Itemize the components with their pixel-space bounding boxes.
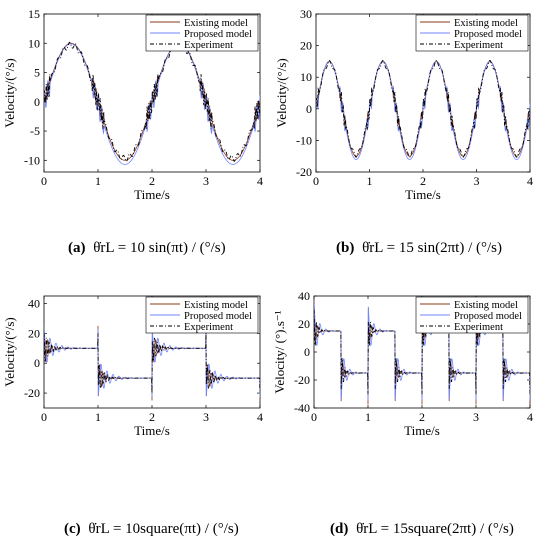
y-tick-label: -10 <box>24 153 40 167</box>
x-tick-label: 0 <box>41 410 47 424</box>
caption-b: (b) θ̇rL = 15 sin(2πt) / (°/s) <box>336 240 502 257</box>
legend-label: Existing model <box>454 300 518 311</box>
x-axis-label: Time/s <box>134 423 170 438</box>
y-tick-label: 20 <box>298 317 310 331</box>
caption-c-tag: (c) <box>64 521 81 537</box>
y-tick-label: -20 <box>24 386 40 400</box>
y-tick-label: -20 <box>296 165 312 179</box>
caption-d-text: θ̇rL = 15square(2πt) / (°/s) <box>356 521 514 537</box>
chart-a: 0 1 2 3 4 -10 -5 0 5 10 15 Time/s Velocity/(°/s) Exis… <box>2 7 263 202</box>
x-tick-label: 4 <box>527 174 533 188</box>
y-tick-label: 5 <box>34 66 40 80</box>
y-axis-label: Velocity/(°/s) <box>2 317 17 386</box>
y-axis-label: Velocity/(°/s) <box>2 58 17 127</box>
legend-label: Experiment <box>184 322 233 333</box>
x-tick-label: 3 <box>203 174 209 188</box>
y-tick-label: 10 <box>28 36 40 50</box>
y-tick-label: 30 <box>300 7 312 21</box>
y-tick-label: -20 <box>294 373 310 387</box>
x-axis-label: Time/s <box>404 423 440 438</box>
caption-a: (a) θ̇rL = 10 sin(πt) / (°/s) <box>68 240 226 257</box>
series-line-experiment <box>44 333 260 394</box>
chart-c: 0 1 2 3 4-2002040Time/sVelocity/(°/s)Existin… <box>2 295 263 438</box>
x-tick-label: 3 <box>474 174 480 188</box>
y-axis-label: Velocity/(°/s) <box>274 58 289 127</box>
legend-label: Existing model <box>454 18 518 29</box>
y-tick-label: -40 <box>294 401 310 415</box>
y-tick-label: 15 <box>28 7 40 21</box>
y-tick-label: 0 <box>304 345 310 359</box>
y-tick-label: 10 <box>300 70 312 84</box>
x-tick-label: 2 <box>419 410 425 424</box>
x-tick-label: 1 <box>95 174 101 188</box>
x-tick-label: 2 <box>149 410 155 424</box>
caption-a-tag: (a) <box>68 240 86 256</box>
y-tick-label: -5 <box>30 124 40 138</box>
x-tick-label: 0 <box>313 174 319 188</box>
x-tick-label: 4 <box>257 174 263 188</box>
caption-c: (c) θ̇rL = 10square(πt) / (°/s) <box>64 521 239 538</box>
x-tick-label: 3 <box>473 410 479 424</box>
y-tick-label: 20 <box>28 326 40 340</box>
x-tick-label: 4 <box>527 410 533 424</box>
y-tick-label: 0 <box>34 356 40 370</box>
chart-d: 0 1 2 3 4 -40 -20 0 20 40 Time/s Velocity/ (°).s⁻¹ E… <box>272 289 533 438</box>
caption-d: (d) θ̇rL = 15square(2πt) / (°/s) <box>330 521 514 538</box>
series-line-experiment <box>44 41 260 162</box>
x-tick-label: 0 <box>311 410 317 424</box>
y-tick-label: 40 <box>28 296 40 310</box>
y-tick-label: 40 <box>298 289 310 303</box>
caption-a-text: θ̇rL = 10 sin(πt) / (°/s) <box>93 240 226 256</box>
y-tick-label: 0 <box>306 102 312 116</box>
x-tick-label: 1 <box>367 174 373 188</box>
x-tick-label: 4 <box>257 410 263 424</box>
legend-label: Existing model <box>184 18 248 29</box>
legend-label: Experiment <box>454 40 503 51</box>
legend-label: Experiment <box>184 40 233 51</box>
caption-d-tag: (d) <box>330 521 349 537</box>
chart-b: 0 1 2 3 4 -20 -10 0 10 20 30 Time/s Velocity/(°/s) Ex… <box>274 7 533 202</box>
legend-label: Proposed model <box>454 311 522 322</box>
y-tick-label: 20 <box>300 39 312 53</box>
x-tick-label: 2 <box>149 174 155 188</box>
caption-c-text: θ̇rL = 10square(πt) / (°/s) <box>88 521 239 537</box>
caption-b-tag: (b) <box>336 240 355 256</box>
caption-b-text: θ̇rL = 15 sin(2πt) / (°/s) <box>362 240 502 256</box>
x-tick-label: 1 <box>95 410 101 424</box>
x-axis-label: Time/s <box>405 187 441 202</box>
x-tick-label: 0 <box>41 174 47 188</box>
legend-label: Existing model <box>184 300 248 311</box>
y-tick-label: 0 <box>34 95 40 109</box>
legend-label: Proposed model <box>184 311 252 322</box>
x-tick-label: 3 <box>203 410 209 424</box>
series-line-experiment <box>316 59 530 158</box>
x-axis-label: Time/s <box>134 187 170 202</box>
y-axis-label: Velocity/ (°).s⁻¹ <box>272 310 287 393</box>
legend-label: Experiment <box>454 322 503 333</box>
legend-label: Proposed model <box>454 29 522 40</box>
legend-label: Proposed model <box>184 29 252 40</box>
x-tick-label: 1 <box>365 410 371 424</box>
y-tick-label: -10 <box>296 133 312 147</box>
x-tick-label: 2 <box>420 174 426 188</box>
